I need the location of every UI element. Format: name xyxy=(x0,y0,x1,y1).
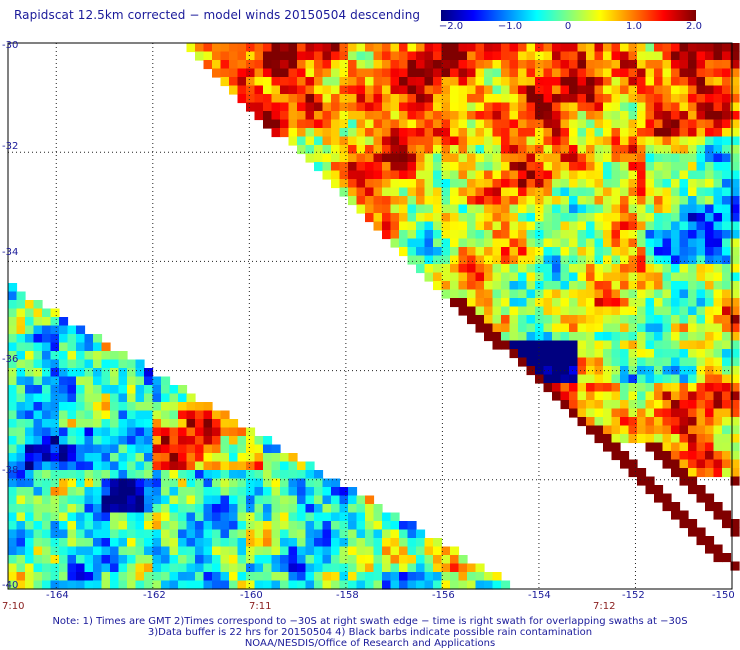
footnote-line-3: NOAA/NESDIS/Office of Research and Appli… xyxy=(244,638,496,649)
lon-label-156: -156 xyxy=(432,590,455,601)
time-label-712: 7:12 xyxy=(593,601,616,612)
colorbar-tick-zero: 0 xyxy=(564,21,572,32)
colorbar-tick-neg2: −2.0 xyxy=(438,21,464,32)
footnotes: Note: 1) Times are GMT 2)Times correspon… xyxy=(0,616,740,649)
lat-label-34: -34 xyxy=(2,247,19,258)
footnote-line-1: Note: 1) Times are GMT 2)Times correspon… xyxy=(52,616,688,627)
lat-label-32: -32 xyxy=(2,141,19,152)
lon-label-164: -164 xyxy=(46,590,69,601)
time-label-710: 7:10 xyxy=(2,601,25,612)
lon-label-150: -150 xyxy=(712,590,735,601)
colorbar-tick-pos2: 2.0 xyxy=(686,21,702,32)
lon-label-152: -152 xyxy=(622,590,645,601)
swath-cells xyxy=(8,43,740,590)
lon-label-154: -154 xyxy=(528,590,551,601)
lat-label-38: -38 xyxy=(2,465,19,476)
color-scale-bar xyxy=(441,10,696,21)
lat-label-40: -40 xyxy=(2,580,19,591)
colorbar-tick-neg1: −1.0 xyxy=(497,21,523,32)
lon-label-158: -158 xyxy=(336,590,359,601)
footnote-line-2: 3)Data buffer is 22 hrs for 20150504 4) … xyxy=(147,627,593,638)
map-title: Rapidscat 12.5km corrected − model winds… xyxy=(14,8,421,22)
lat-label-30: -30 xyxy=(2,40,19,51)
lat-label-36: -36 xyxy=(2,354,19,365)
colorbar-tick-pos1: 1.0 xyxy=(626,21,642,32)
lon-label-160: -160 xyxy=(240,590,263,601)
lon-label-162: -162 xyxy=(143,590,166,601)
map-frame xyxy=(7,42,733,590)
time-label-711: 7:11 xyxy=(249,601,272,612)
